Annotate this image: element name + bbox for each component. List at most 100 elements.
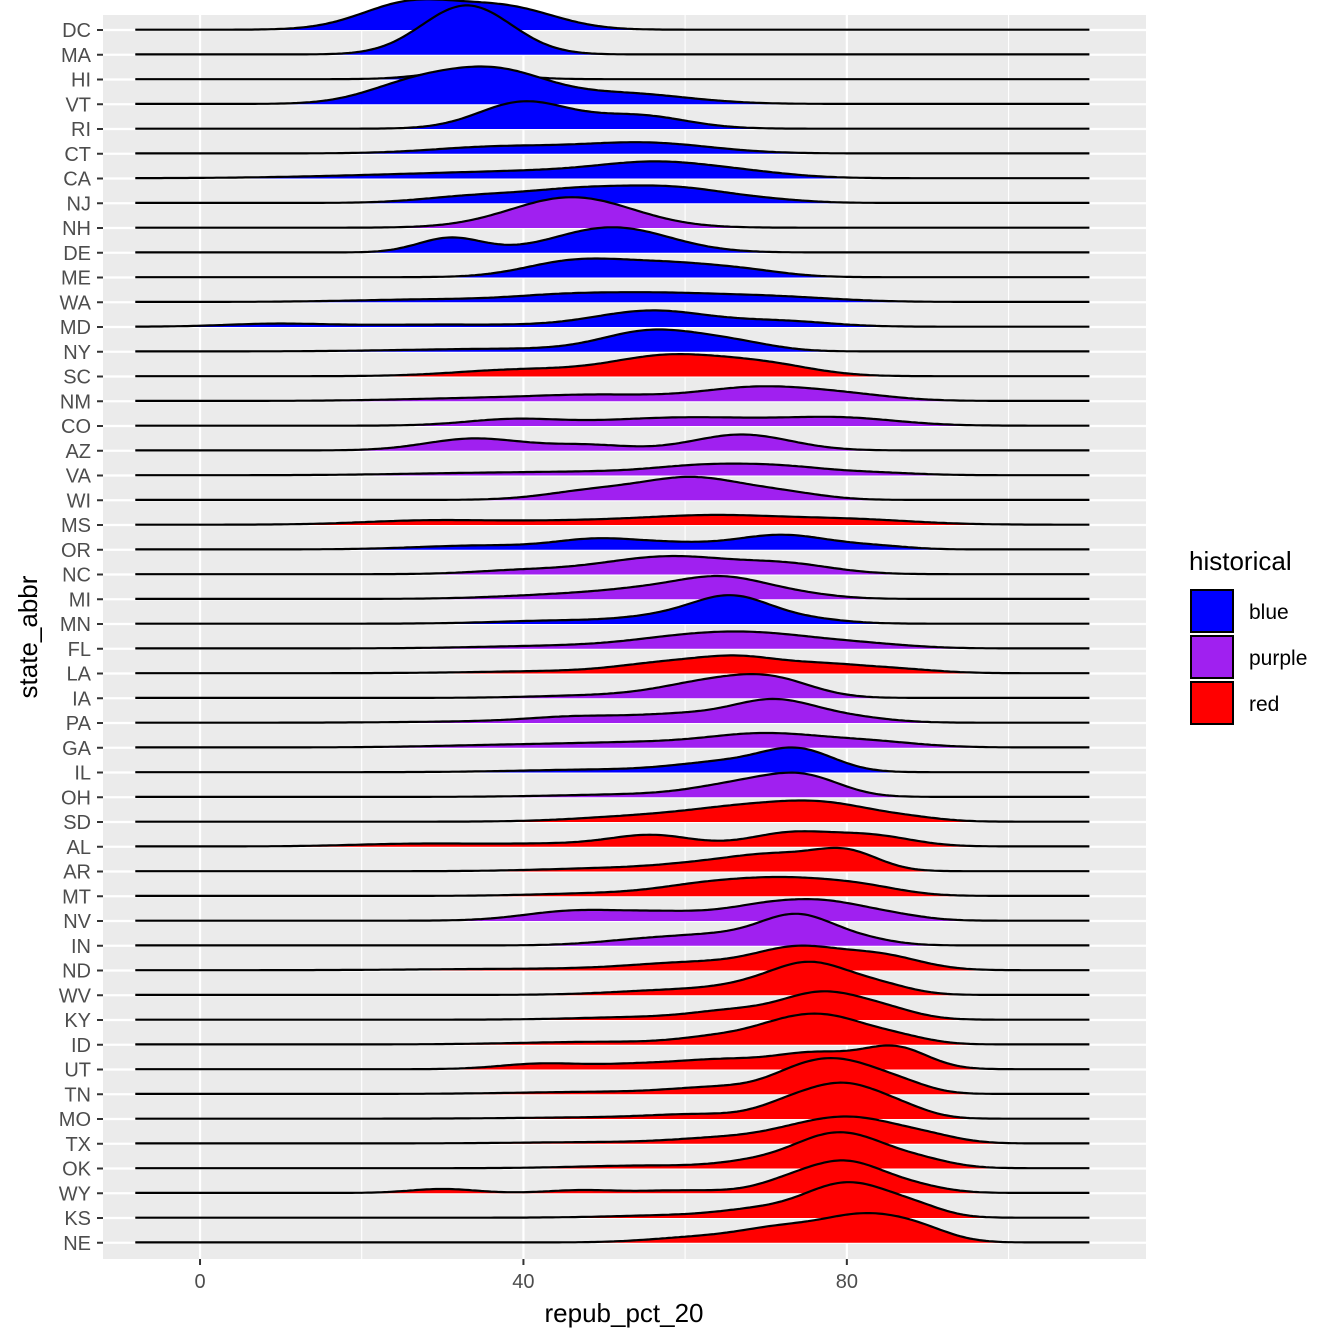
y-tick-label: NE xyxy=(63,1233,91,1255)
ridge-fill xyxy=(135,258,1090,278)
ridge-WA xyxy=(135,291,1090,303)
y-tick-label: MS xyxy=(61,515,91,537)
ridge-outline xyxy=(135,309,1090,328)
y-axis-title: state_abbr xyxy=(13,575,43,698)
ridge-RI xyxy=(135,100,1090,130)
y-tick-label: AR xyxy=(63,862,91,884)
ridge-outline xyxy=(135,0,1090,31)
ridge-fill xyxy=(135,142,1090,154)
ridge-fill xyxy=(135,576,1090,600)
ridge-MS xyxy=(135,513,1090,526)
ridge-fill xyxy=(135,556,1090,575)
y-tick-label: AL xyxy=(67,837,91,859)
ridge-fill xyxy=(135,534,1090,550)
ridge-outline xyxy=(135,697,1090,724)
x-axis: 0 40 80 xyxy=(194,1259,858,1293)
ridge-fill xyxy=(135,1182,1090,1218)
legend-label-purple: purple xyxy=(1249,647,1307,670)
ridge-fill xyxy=(135,847,1090,872)
ridge-fill xyxy=(135,733,1090,748)
y-tick-label: HI xyxy=(71,70,91,92)
ridge-AL xyxy=(135,830,1090,848)
ridge-outline xyxy=(135,830,1090,848)
y-tick-label: IA xyxy=(72,688,92,710)
y-tick-label: MN xyxy=(60,614,91,636)
ridge-AR xyxy=(135,846,1090,873)
ridge-outline xyxy=(135,746,1090,774)
y-tick-label: OH xyxy=(61,787,91,809)
y-tick-label: MA xyxy=(61,45,92,67)
y-tick-label: IL xyxy=(74,763,91,785)
y-tick-label: LA xyxy=(67,664,92,686)
y-tick-label: WI xyxy=(67,490,91,512)
y-tick-label: IN xyxy=(71,936,91,958)
y-tick-label: NC xyxy=(62,565,91,587)
ridge-outline xyxy=(135,533,1090,551)
ridge-MI xyxy=(135,574,1090,600)
ridge-outline xyxy=(135,673,1090,699)
ridge-VA xyxy=(135,462,1090,477)
ridge-outline xyxy=(135,1044,1090,1071)
ridge-outline xyxy=(135,1131,1090,1170)
legend-title: historical xyxy=(1189,546,1292,576)
ridge-outline xyxy=(135,731,1090,749)
ridge-outline xyxy=(135,990,1090,1021)
ridge-outline xyxy=(135,898,1090,922)
y-tick-label: WA xyxy=(60,292,92,314)
ridge-fill xyxy=(135,1013,1090,1045)
ridge-fill xyxy=(135,747,1090,773)
ridge-fill xyxy=(135,945,1090,971)
ridge-CO xyxy=(135,415,1090,427)
ridge-outline xyxy=(135,4,1090,56)
y-tick-label: GA xyxy=(62,738,92,760)
ridge-VT xyxy=(135,65,1090,105)
x-tick-label: 40 xyxy=(512,1271,534,1293)
y-tick-label: VA xyxy=(66,466,92,488)
ridge-fill xyxy=(135,329,1090,352)
ridge-IN xyxy=(135,912,1090,947)
y-tick-label: TX xyxy=(65,1134,91,1156)
ridge-outline xyxy=(135,385,1090,402)
ridge-fill xyxy=(135,1132,1090,1169)
ridge-MT xyxy=(135,875,1090,897)
ridge-MA xyxy=(135,4,1090,56)
ridge-outline xyxy=(135,654,1090,675)
ridge-fill xyxy=(135,416,1090,426)
ridge-fill xyxy=(135,463,1090,476)
ridge-fill xyxy=(135,476,1090,501)
ridge-ID xyxy=(135,1012,1090,1046)
ridge-OH xyxy=(135,771,1090,798)
y-tick-label: NV xyxy=(63,911,91,933)
y-tick-label: NJ xyxy=(67,193,91,215)
ridge-fill xyxy=(135,434,1090,451)
ridge-NE xyxy=(135,1212,1090,1244)
y-tick-label: NY xyxy=(63,342,91,364)
ridge-KY xyxy=(135,990,1090,1021)
ridge-outline xyxy=(135,554,1090,576)
y-tick-label: AZ xyxy=(65,441,91,463)
y-tick-label: MI xyxy=(69,589,91,611)
ridge-fill xyxy=(135,772,1090,798)
legend-label-red: red xyxy=(1249,693,1279,716)
ridge-fill xyxy=(135,913,1090,946)
legend-key-purple xyxy=(1190,635,1234,679)
ridge-outline xyxy=(135,846,1090,873)
ridge-OK xyxy=(135,1131,1090,1170)
y-tick-label: FL xyxy=(68,639,91,661)
ridge-outline xyxy=(135,574,1090,600)
ridge-outline xyxy=(135,1056,1090,1095)
ridge-fill xyxy=(135,310,1090,327)
ridge-outline xyxy=(135,944,1090,972)
ridge-outline xyxy=(135,1115,1090,1145)
ridge-outline xyxy=(135,353,1090,378)
ridge-NC xyxy=(135,554,1090,576)
y-tick-label: WV xyxy=(59,985,92,1007)
legend-key-red xyxy=(1190,681,1234,725)
y-tick-label: DE xyxy=(63,243,91,265)
ridge-MD xyxy=(135,309,1090,328)
ridge-IL xyxy=(135,746,1090,774)
y-tick-label: SD xyxy=(63,812,91,834)
ridge-fill xyxy=(135,961,1090,996)
ridge-ND xyxy=(135,944,1090,972)
